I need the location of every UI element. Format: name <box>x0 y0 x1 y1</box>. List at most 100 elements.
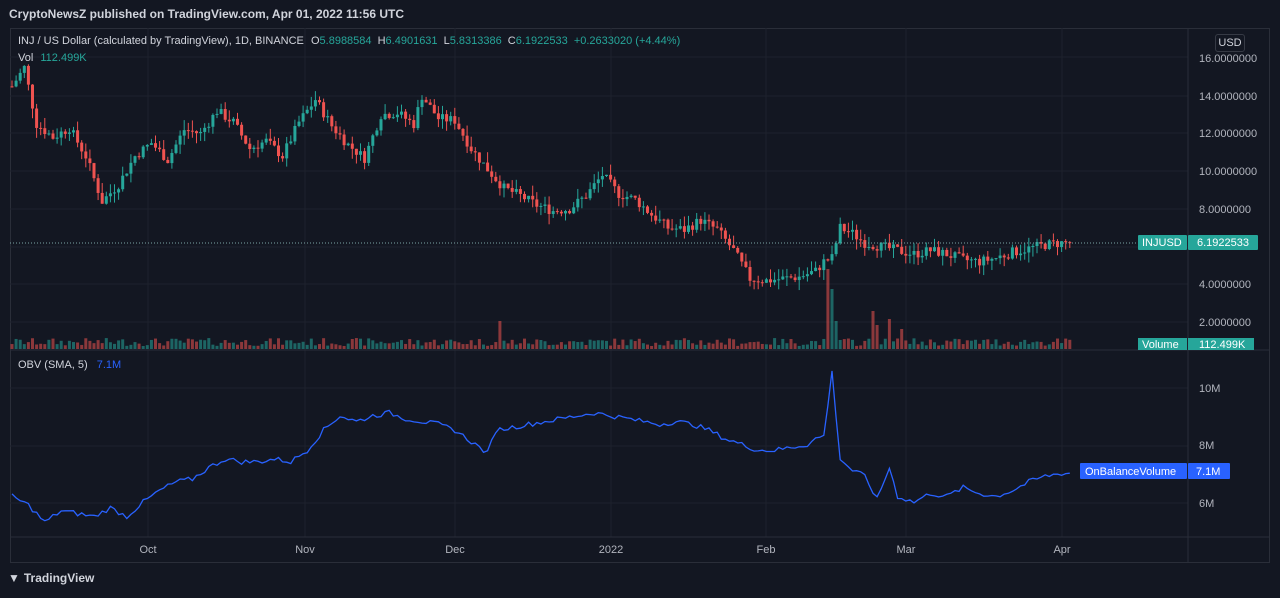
time-tick: Dec <box>445 544 465 556</box>
volume-bar <box>51 338 55 349</box>
candle-body <box>789 276 793 278</box>
volume-bar <box>777 345 781 349</box>
candle-body <box>428 102 432 105</box>
candle-body <box>740 252 744 262</box>
candle-body <box>424 99 428 103</box>
candle-body <box>887 242 891 249</box>
volume-bar <box>166 341 170 349</box>
footer[interactable]: ▼ TradingView <box>8 571 94 591</box>
candle-body <box>10 86 14 88</box>
volume-bar <box>859 345 863 349</box>
volume-bar <box>420 345 424 349</box>
candle-body <box>838 223 842 244</box>
volume-bar <box>268 338 272 349</box>
volume-bar <box>367 338 371 349</box>
candle-body <box>883 242 887 244</box>
time-axis[interactable]: Oct Nov Dec 2022 Feb Mar Apr <box>139 544 1070 556</box>
currency-button[interactable]: USD <box>1215 34 1245 52</box>
candle-body <box>182 130 186 136</box>
volume-bar <box>211 344 215 349</box>
volume-bar <box>449 339 453 349</box>
volume-bar <box>145 345 149 349</box>
candle-body <box>256 147 260 149</box>
volume-bar <box>375 343 379 349</box>
candle-body <box>506 183 510 188</box>
candle-body <box>633 195 637 198</box>
candle-body <box>904 253 908 256</box>
candle-body <box>846 231 850 233</box>
candle-body <box>896 244 900 247</box>
symbol-legend[interactable]: INJ / US Dollar (calculated by TradingVi… <box>18 35 680 47</box>
volume-bar <box>752 342 756 349</box>
volume-bar <box>715 339 719 349</box>
price-tick: 10.0000000 <box>1199 166 1257 178</box>
candle-body <box>539 205 543 207</box>
candle-body <box>908 254 912 256</box>
candle-body <box>342 134 346 146</box>
volume-legend[interactable]: Vol 112.499K <box>18 52 87 64</box>
candle-body <box>1031 246 1035 248</box>
volume-bar <box>547 345 551 349</box>
volume-bar <box>961 344 965 349</box>
volume-bar <box>662 345 666 349</box>
candle-body <box>473 151 477 153</box>
candle-body <box>719 227 723 231</box>
candle-body <box>330 116 334 127</box>
volume-bar <box>990 344 994 349</box>
candle-body <box>830 254 834 261</box>
candle-body <box>482 162 485 164</box>
volume-bar <box>564 344 567 349</box>
candle-body <box>596 179 600 184</box>
volume-bar <box>514 344 518 349</box>
volume-bar <box>793 343 797 349</box>
volume-bar <box>682 338 686 349</box>
candle-body <box>957 252 961 254</box>
candle-body <box>547 204 551 215</box>
candle-body <box>756 281 760 283</box>
candle-body <box>465 135 469 147</box>
candle-body <box>736 247 740 253</box>
volume-bar <box>121 339 125 349</box>
price-axis[interactable]: 16.0000000 14.0000000 12.0000000 10.0000… <box>1199 53 1257 329</box>
grid-lines <box>10 28 1188 537</box>
volume-bar <box>252 345 256 349</box>
candle-body <box>498 181 502 189</box>
volume-bar <box>55 344 59 349</box>
candle-body <box>113 192 116 194</box>
obv-legend[interactable]: OBV (SMA, 5) 7.1M <box>18 359 121 371</box>
volume-bar <box>281 344 285 349</box>
candle-body <box>1006 257 1010 259</box>
obv-tag-label: OnBalanceVolume <box>1085 466 1176 478</box>
volume-bar <box>346 343 350 349</box>
candle-body <box>346 143 350 146</box>
volume-bar <box>371 340 375 349</box>
chart-frame[interactable] <box>10 28 1270 563</box>
obv-axis[interactable]: 10M 8M 6M <box>1199 383 1220 510</box>
volume-bar <box>736 345 740 349</box>
volume-bar <box>22 344 26 349</box>
volume-bar <box>26 342 30 349</box>
volume-bar <box>260 344 264 349</box>
volume-bar <box>982 339 986 349</box>
volume-bar <box>838 339 842 349</box>
volume-bar <box>592 340 596 349</box>
candle-body <box>949 256 953 258</box>
obv-tick: 6M <box>1199 498 1214 510</box>
volume-bar <box>728 338 731 349</box>
volume-bar <box>195 341 198 349</box>
candle-body <box>879 242 883 251</box>
candle-body <box>383 113 387 120</box>
time-tick: Apr <box>1053 544 1070 556</box>
volume-bar <box>535 339 539 349</box>
volume-bar <box>1015 345 1018 349</box>
volume-bar <box>301 341 305 349</box>
candle-body <box>580 197 584 199</box>
volume-bar <box>826 269 830 349</box>
volume-bar <box>523 338 526 349</box>
volume-bar <box>916 344 920 349</box>
volume-bar <box>896 338 900 349</box>
volume-bar <box>1039 341 1043 349</box>
volume-bar <box>1064 338 1068 349</box>
candle-body <box>1015 247 1018 256</box>
